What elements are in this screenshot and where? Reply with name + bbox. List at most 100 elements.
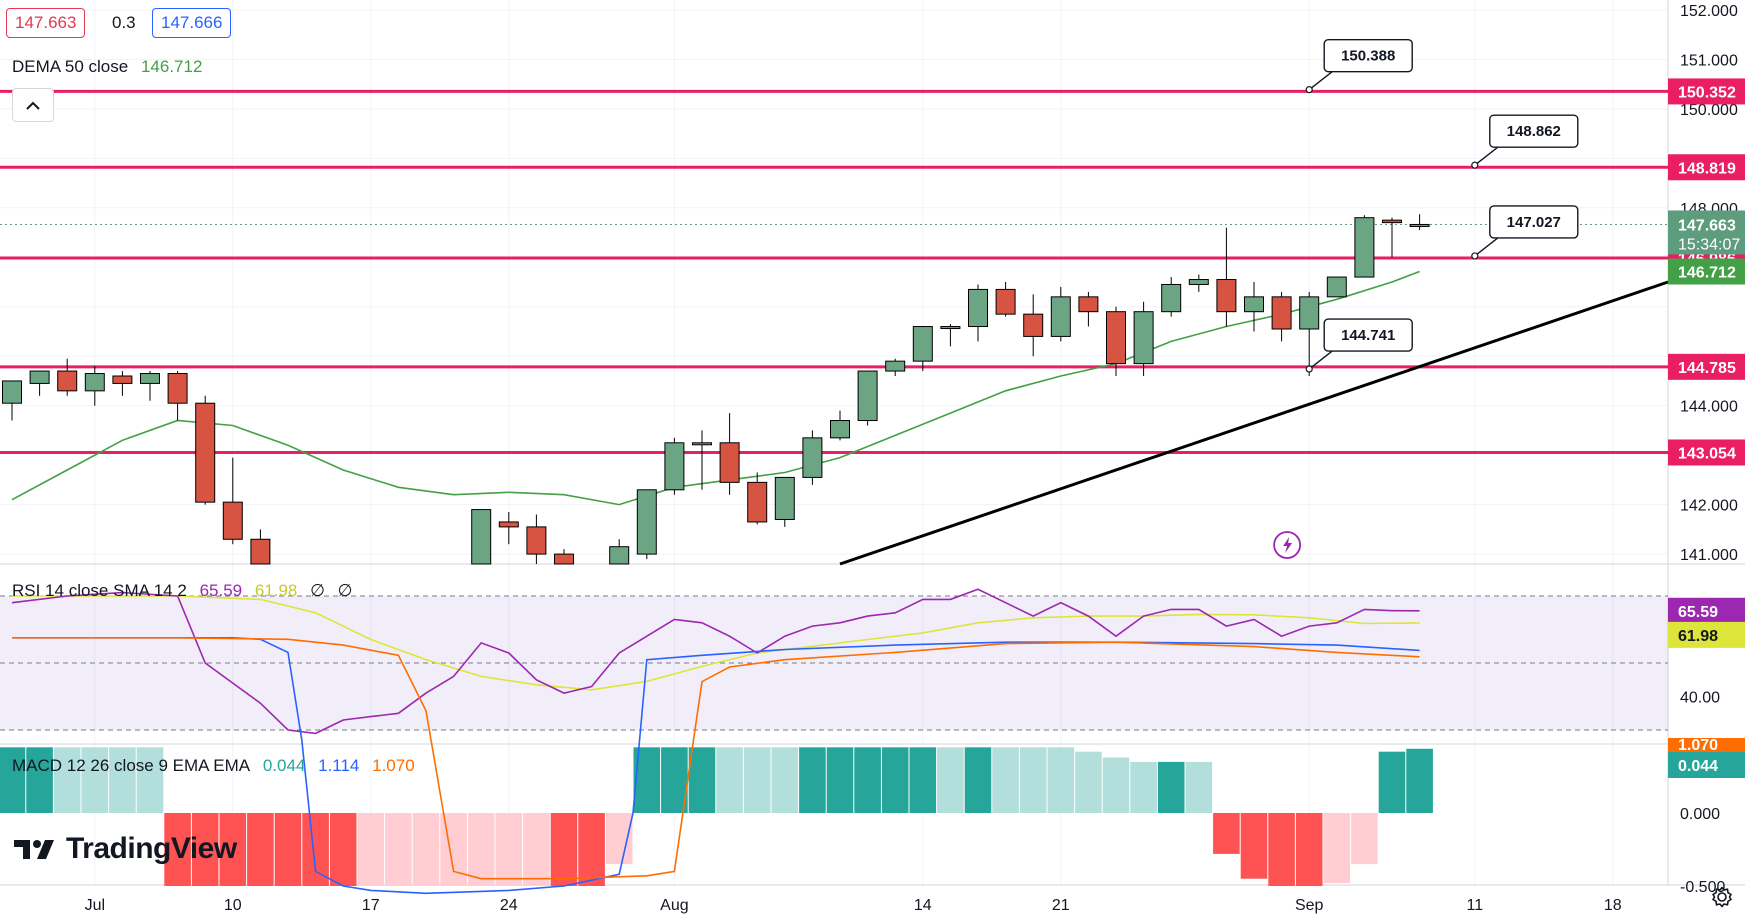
macd-histogram-bar	[81, 747, 109, 813]
time-tick-label: Aug	[660, 897, 688, 914]
candle	[222, 457, 243, 545]
last-price-tag-bg	[1668, 210, 1745, 255]
tradingview-brand[interactable]: TradingView	[14, 832, 237, 866]
candle	[636, 489, 657, 560]
dema-tag: 146.712	[1678, 265, 1736, 282]
candle	[609, 539, 630, 565]
callout-label: 148.862	[1507, 123, 1561, 140]
dema-legend[interactable]: DEMA 50 close 146.712	[12, 57, 210, 77]
candle-body	[2, 380, 22, 404]
macd-histogram-bar	[1240, 813, 1268, 879]
candle	[140, 371, 160, 401]
collapse-legend-button[interactable]	[12, 88, 54, 122]
candle-body	[140, 373, 160, 384]
macd-histogram-bar	[716, 747, 743, 813]
level-tag: 144.785	[1678, 360, 1736, 377]
rsi-na-1: ∅	[310, 581, 325, 600]
candle-body	[29, 370, 50, 384]
trendline-segment	[839, 280, 1669, 566]
macd-line	[12, 637, 1420, 895]
candle	[1244, 282, 1264, 332]
rsi-legend-value: 65.59	[199, 581, 243, 600]
candle-body	[1188, 279, 1209, 285]
macd-histogram-bar	[302, 813, 329, 886]
candle-body	[554, 553, 574, 565]
macd-hist-tag: 0.044	[1678, 758, 1718, 775]
time-tick-label: 11	[1466, 897, 1483, 914]
macd-legend[interactable]: MACD 12 26 close 9 EMA EMA 0.044 1.114 1…	[12, 756, 423, 776]
candle-body	[222, 501, 243, 540]
candle	[968, 284, 988, 342]
macd-histogram-bar	[26, 747, 53, 813]
rsi-sma-tag-bg	[1668, 621, 1745, 648]
macd-histogram-bar	[440, 813, 467, 886]
candle-body	[636, 489, 657, 555]
candle-body	[57, 370, 78, 392]
callout-label: 144.741	[1341, 327, 1395, 344]
time-tick-label: 10	[224, 897, 242, 914]
price-axis: 152.000151.000150.000148.000144.000142.0…	[1668, 3, 1745, 896]
candle-body	[1216, 279, 1237, 313]
price-tick-label: 152.000	[1680, 3, 1738, 20]
price-tick-label: 141.000	[1680, 547, 1738, 564]
macd-histogram-bar	[1295, 813, 1323, 886]
candle	[719, 413, 740, 495]
ask-price[interactable]: 147.666	[152, 8, 232, 38]
candle	[1326, 276, 1347, 298]
callout-leader	[1474, 237, 1499, 257]
candle-body	[1078, 296, 1099, 313]
candle	[57, 358, 78, 396]
candle	[1023, 294, 1044, 357]
time-tick-label: 21	[1052, 897, 1070, 914]
macd-histogram-bar	[1268, 813, 1295, 886]
bid-price[interactable]: 147.663	[6, 8, 86, 38]
macd-histogram-bar	[550, 813, 578, 886]
candle	[1216, 227, 1237, 327]
macd-histogram-bar	[1047, 747, 1075, 813]
level-tag: 148.819	[1678, 160, 1736, 177]
candle	[1188, 274, 1209, 292]
candle-body	[1023, 313, 1044, 337]
candle	[471, 509, 492, 565]
macd-histogram-bar	[1378, 751, 1406, 813]
time-tick-label: 17	[362, 897, 380, 914]
tradingview-logo-icon	[14, 840, 54, 859]
price-tick-label: 144.000	[1680, 399, 1738, 416]
candle-body	[1271, 296, 1292, 330]
macd-histogram-bar	[247, 813, 274, 886]
callout-anchor	[1305, 365, 1313, 373]
macd-hist-tag-bg	[1668, 752, 1745, 778]
brand-name: TradingView	[66, 832, 237, 865]
candle	[250, 529, 271, 565]
candle	[1409, 214, 1430, 231]
macd-signal-tag-bg	[1668, 738, 1745, 752]
macd-histogram-bar	[854, 747, 881, 813]
settings-button[interactable]	[1707, 882, 1737, 912]
dema-legend-label: DEMA 50 close	[12, 57, 129, 76]
macd-histogram-bar	[412, 813, 440, 886]
time-axis: Jul 10 17 24 Aug 14 21 Sep 11 18	[85, 897, 1622, 914]
lightning-icon[interactable]	[1273, 531, 1302, 559]
macd-histogram-bar	[1019, 747, 1047, 813]
candle-body	[912, 326, 933, 362]
candle	[1050, 286, 1071, 342]
macd-histogram-bar	[1406, 748, 1433, 813]
candle	[885, 358, 906, 376]
callout-leader	[1308, 350, 1333, 370]
candle	[167, 371, 188, 421]
candle-body	[1106, 311, 1126, 365]
trendline	[839, 280, 1669, 566]
candle-body	[526, 526, 547, 555]
spread-value: 0.3	[112, 13, 136, 32]
candle-body	[1133, 311, 1154, 365]
price-callout: 147.027	[1471, 205, 1579, 260]
macd-histogram-bar	[109, 747, 136, 813]
level-tag-bg	[1668, 353, 1745, 380]
candle-body	[940, 326, 961, 330]
rsi-legend[interactable]: RSI 14 close SMA 14 2 65.59 61.98 ∅ ∅	[12, 581, 360, 601]
macd-histogram-bar	[964, 747, 992, 813]
candle	[1299, 291, 1320, 376]
price-callout: 148.862	[1471, 114, 1579, 169]
level-tag: 143.054	[1678, 445, 1736, 462]
